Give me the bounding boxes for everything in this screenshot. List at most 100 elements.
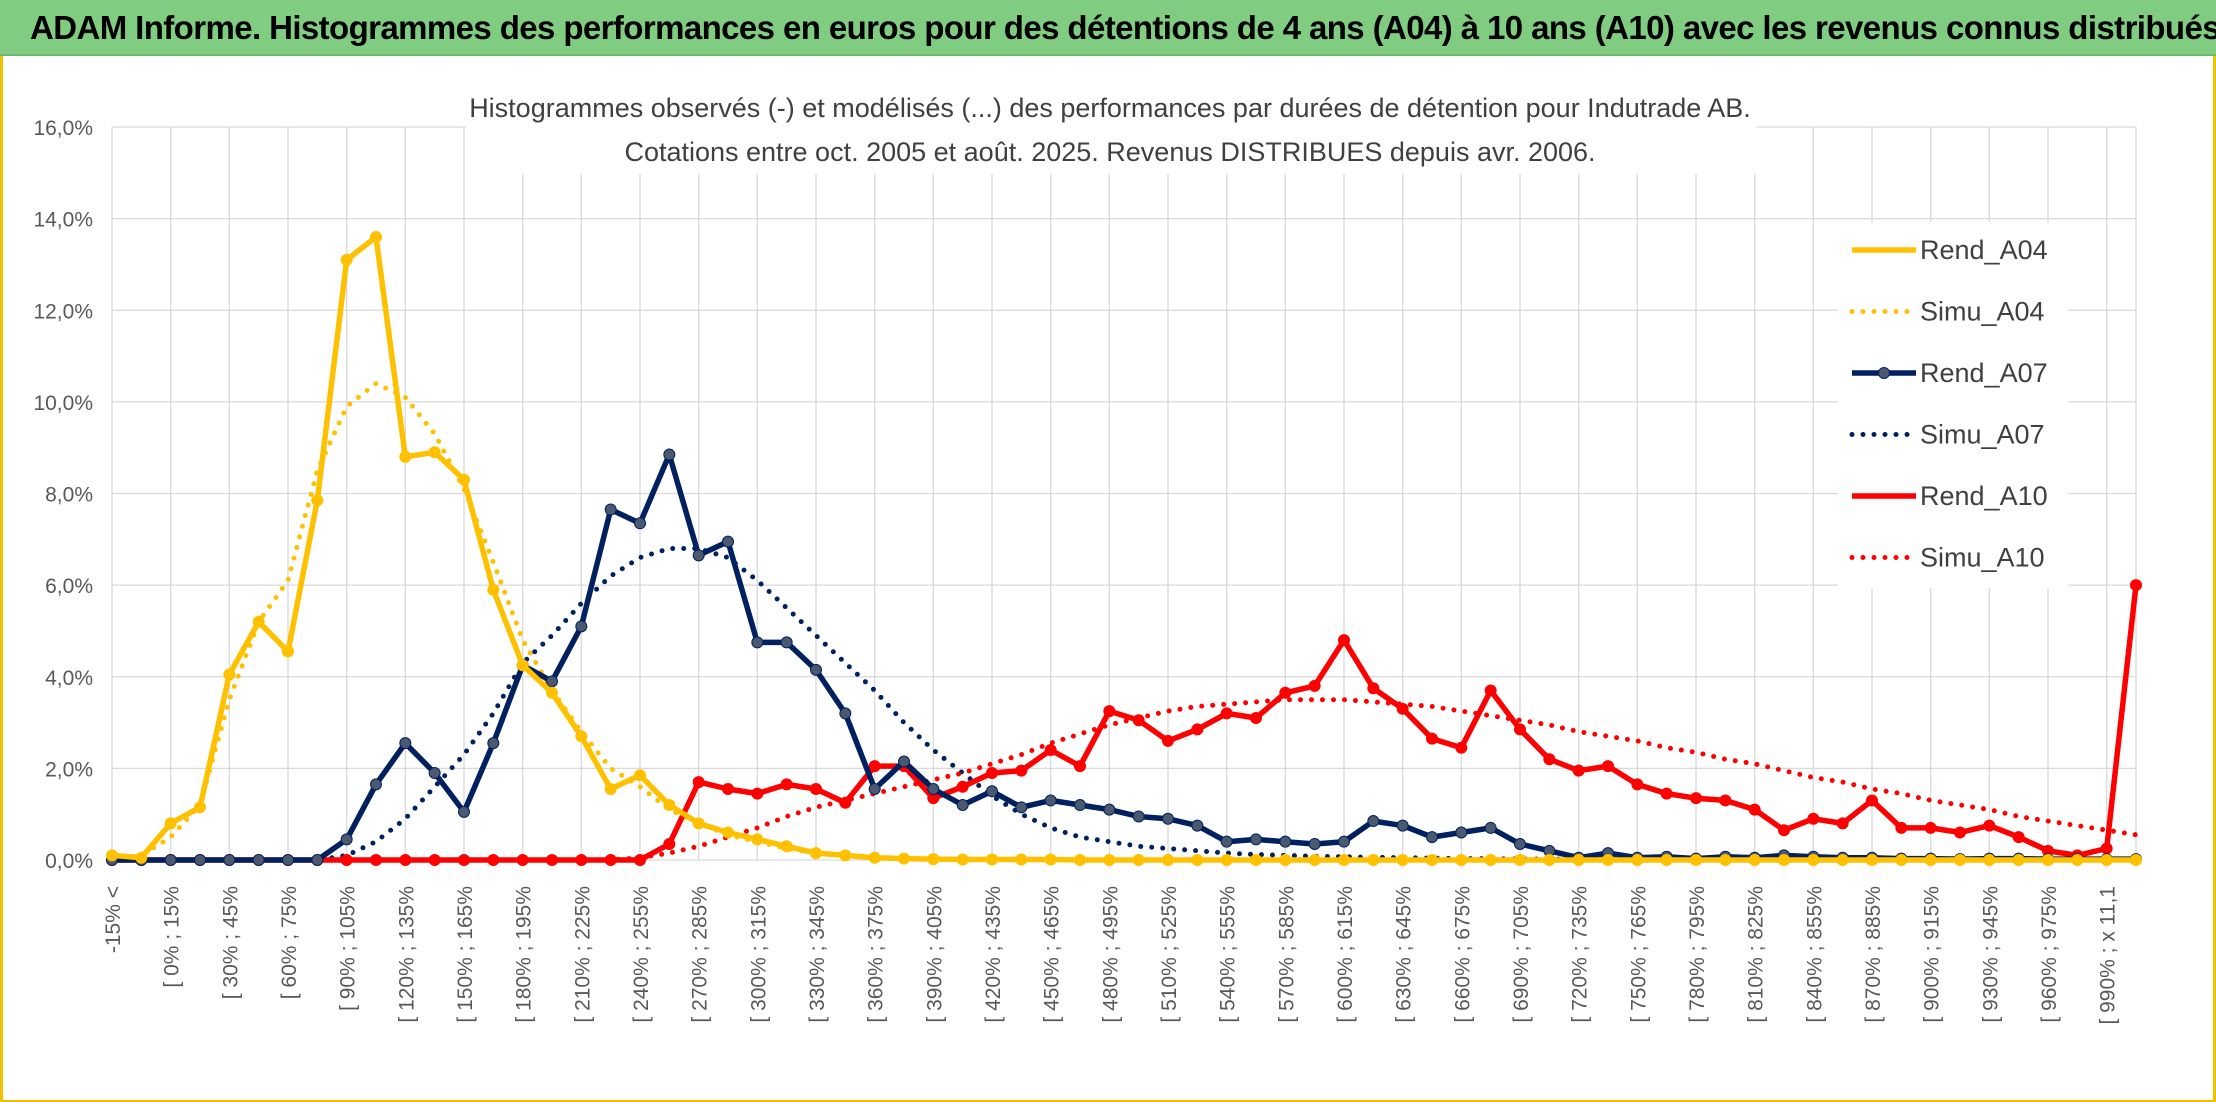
data-point [487,737,500,750]
data-point [194,854,206,866]
legend-item-Simu_A07: Simu_A07 [1849,420,2045,450]
data-point [546,854,558,866]
legend-label: Rend_A07 [1920,358,2048,388]
legend-label: Rend_A04 [1920,235,2048,265]
data-point [927,853,940,866]
data-point [1954,826,1966,839]
data-point [1514,723,1526,736]
y-tick-label: 16,0% [33,117,93,140]
data-point [1103,705,1116,718]
data-point [340,253,353,266]
data-point [106,849,118,862]
data-point [1455,741,1468,754]
data-point [1690,854,1702,866]
data-point [1426,732,1438,745]
data-point [2130,579,2142,592]
data-point [634,854,646,866]
legend-label: Rend_A10 [1920,481,2048,511]
data-point [1191,854,1204,866]
x-tick-label: [ 180% ; 195% [513,886,536,1023]
data-point [839,796,852,809]
data-point [575,730,588,743]
data-point [1220,707,1233,720]
data-point [1426,854,1438,866]
data-point [1484,821,1497,834]
data-point [1162,854,1174,866]
data-point [2130,854,2142,866]
data-point [1631,778,1644,791]
legend-marker [1878,367,1890,379]
data-point [1690,792,1702,805]
data-point [458,805,470,818]
data-point [1162,812,1174,825]
data-point [1250,833,1262,846]
data-point [1895,854,1908,866]
data-point [1807,854,1820,866]
data-point [751,636,764,649]
data-point [1924,821,1937,834]
series-line [112,451,2136,863]
data-point [751,787,764,800]
data-point [282,854,294,866]
data-point [1983,819,1996,832]
data-point [1250,711,1262,724]
x-tick-label: [ 840% ; 855% [1803,886,1826,1023]
x-tick-label: [ 930% ; 945% [1979,886,2002,1023]
data-point [487,583,500,596]
data-point [1748,803,1761,816]
data-point [282,645,294,658]
x-tick-label: [ 420% ; 435% [982,886,1005,1023]
data-point [1396,854,1409,866]
series-Rend_A10 [106,579,2142,866]
data-point [1455,826,1468,839]
title-background [466,84,1756,174]
data-point [1367,682,1380,695]
data-point [575,854,588,866]
data-point [722,826,734,839]
series-Rend_A04 [106,230,2142,866]
data-point [1220,835,1233,848]
x-tick-label: [ 510% ; 525% [1158,886,1181,1023]
legend-item-Rend_A04: Rend_A04 [1852,235,2048,265]
data-point [1308,679,1321,692]
x-tick-label: [ 570% ; 585% [1275,886,1298,1023]
data-point [898,852,910,865]
legend-item-Rend_A07: Rend_A07 [1852,358,2048,388]
data-point [575,620,588,633]
data-point [1660,854,1673,866]
legend-item-Rend_A10: Rend_A10 [1852,481,2048,511]
data-point [1338,835,1350,848]
legend-background [1838,222,2068,588]
x-tick-label: [ 90% ; 105% [337,886,360,1011]
x-tick-label: [ 270% ; 285% [689,886,712,1023]
x-tick-label: [ 360% ; 375% [865,886,888,1023]
data-point [223,854,236,866]
x-tick-label: [ 300% ; 315% [747,886,770,1023]
data-point [1279,686,1292,699]
y-tick-label: 2,0% [45,758,93,781]
data-point [898,755,910,768]
data-point [1484,684,1497,697]
data-point [956,853,969,866]
data-point [1778,824,1790,837]
chart-title-block: Histogrammes observés (-) et modélisés (… [466,84,1756,174]
data-point [1308,854,1321,866]
series-line [111,234,2136,863]
data-point [516,659,529,672]
data-point [458,854,470,866]
data-point [1983,854,1996,866]
x-tick-label: [ 150% ; 165% [454,886,477,1023]
data-point [1338,854,1350,866]
data-point [868,760,881,773]
data-point [1719,794,1732,807]
data-point [1484,854,1497,866]
data-point [956,799,969,812]
data-point [311,494,324,507]
x-axis: -15% < [ 0% ; 15% [ 30% ; 45% [ 60% ; 75% [ … [102,886,2120,1025]
data-point [487,854,500,866]
x-tick-label: [ 120% ; 135% [395,886,418,1023]
data-point [1572,854,1585,866]
data-point [1162,734,1174,747]
x-tick-label: [ 600% ; 615% [1334,886,1357,1023]
